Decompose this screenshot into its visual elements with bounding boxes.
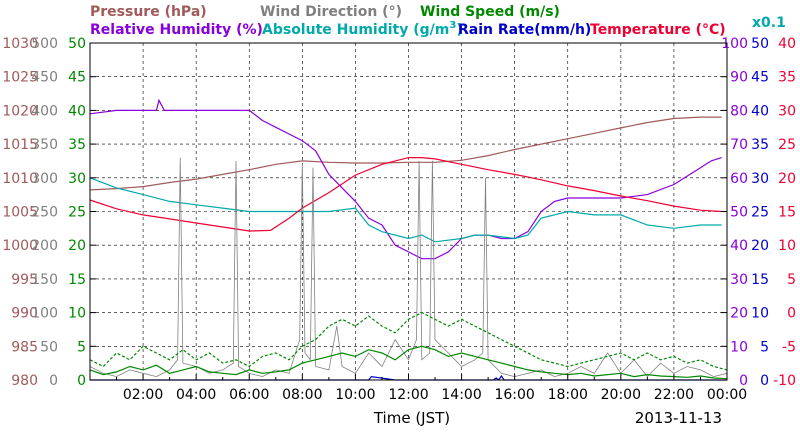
y-tick-label-pressure: 1020 <box>2 103 38 119</box>
y-tick-label-wind-direction: 450 <box>31 70 58 86</box>
y-tick-label-wind-direction: 500 <box>31 36 58 52</box>
series-wind-speed-gust-m-s <box>89 311 728 371</box>
y-tick-label-temperature: 35 <box>778 70 796 86</box>
y-tick-label-temperature: 20 <box>778 171 796 187</box>
y-tick-label-rain: 35 <box>751 137 769 153</box>
y-tick-label-wind-speed: 15 <box>68 272 86 288</box>
y-tick-label-temperature: 40 <box>778 36 796 52</box>
y-tick-label-wind-speed: 40 <box>68 103 86 119</box>
y-tick-label-temperature: 5 <box>787 272 796 288</box>
legend-entry: Wind Speed (m/s) <box>420 4 560 20</box>
y-tick-label-rain: 45 <box>751 70 769 86</box>
x-tick-label: 00:00 <box>707 387 747 403</box>
y-tick-label-humidity: 50 <box>730 205 748 221</box>
x-tick-label: 14:00 <box>441 387 481 403</box>
legend-entry: Rain Rate(mm/h) <box>458 22 591 38</box>
y-tick-label-rain: 20 <box>751 238 769 254</box>
series-temperature-c <box>89 157 722 232</box>
y-tick-label-rain: 15 <box>751 272 769 288</box>
y-tick-label-wind-speed: 5 <box>77 339 86 355</box>
y-tick-label-pressure: 1015 <box>2 137 38 153</box>
y-tick-label-humidity: 30 <box>730 272 748 288</box>
y-tick-label-rain: 40 <box>751 103 769 119</box>
series-pressure-hpa <box>89 116 722 191</box>
y-tick-label-wind-direction: 250 <box>31 205 58 221</box>
x-tick-label: 20:00 <box>601 387 641 403</box>
y-tick-label-rain: 50 <box>751 36 769 52</box>
legend-entry: Pressure (hPa) <box>90 4 207 20</box>
y-tick-label-rain: 0 <box>760 373 769 389</box>
y-tick-label-temperature: 10 <box>778 238 796 254</box>
y-tick-label-wind-direction: 300 <box>31 171 58 187</box>
x-tick-label: 06:00 <box>229 387 269 403</box>
y-tick-label-wind-speed: 30 <box>68 171 86 187</box>
legend-entry: Absolute Humidity (g/m3) <box>262 20 463 38</box>
y-tick-label-temperature: -10 <box>773 373 796 389</box>
y-tick-label-temperature: 0 <box>787 306 796 322</box>
legend: Pressure (hPa) Wind Direction (°) Wind Spe… <box>90 4 726 38</box>
y-tick-label-temperature: 25 <box>778 137 796 153</box>
y-tick-label-wind-speed: 25 <box>68 205 86 221</box>
y-tick-label-pressure: 980 <box>11 373 38 389</box>
y-tick-label-wind-speed: 0 <box>77 373 86 389</box>
y-tick-label-rain: 10 <box>751 306 769 322</box>
x-tick-label: 16:00 <box>494 387 534 403</box>
legend-entry: Wind Direction (°) <box>260 4 402 20</box>
y-tick-label-temperature: -5 <box>782 339 796 355</box>
y-tick-label-humidity: 100 <box>721 36 748 52</box>
y-tick-label-pressure: 1010 <box>2 171 38 187</box>
grid <box>90 43 727 380</box>
y-tick-label-wind-direction: 200 <box>31 238 58 254</box>
y-tick-label-humidity: 80 <box>730 103 748 119</box>
y-tick-label-humidity: 40 <box>730 238 748 254</box>
y-tick-label-rain: 5 <box>760 339 769 355</box>
y-tick-label-pressure: 1000 <box>2 238 38 254</box>
y-tick-label-pressure: 985 <box>11 339 38 355</box>
x-tick-label: 18:00 <box>548 387 588 403</box>
y-tick-label-pressure: 1030 <box>2 36 38 52</box>
y-tick-label-pressure: 1025 <box>2 70 38 86</box>
y-tick-label-wind-speed: 20 <box>68 238 86 254</box>
y-tick-label-wind-speed: 35 <box>68 137 86 153</box>
y-tick-label-wind-direction: 0 <box>49 373 58 389</box>
y-tick-label-humidity: 20 <box>730 306 748 322</box>
y-tick-label-wind-direction: 400 <box>31 103 58 119</box>
y-tick-label-wind-direction: 150 <box>31 272 58 288</box>
series-wind-direction <box>89 157 728 378</box>
x-tick-label: 02:00 <box>123 387 163 403</box>
series-wind-speed-m-s <box>89 345 728 380</box>
series-absolute-humidity-x0-1-g-m3 <box>89 177 722 243</box>
y-tick-label-humidity: 70 <box>730 137 748 153</box>
x-axis-label: Time (JST) <box>373 409 450 427</box>
y-tick-label-pressure: 1005 <box>2 205 38 221</box>
axes-layer: 02:00 04:00 06:00 08:00 10:00 12:00 14:00 16:00… <box>2 15 796 403</box>
y-tick-label-wind-speed: 45 <box>68 70 86 86</box>
y-tick-label-rain: 30 <box>751 171 769 187</box>
y-tick-label-pressure: 990 <box>11 306 38 322</box>
y-tick-label-humidity: 0 <box>739 373 748 389</box>
abs-humidity-scale: x0.1 <box>752 15 786 31</box>
y-tick-label-wind-speed: 10 <box>68 306 86 322</box>
y-tick-label-humidity: 10 <box>730 339 748 355</box>
x-tick-label: 04:00 <box>176 387 216 403</box>
y-tick-label-wind-direction: 50 <box>40 339 58 355</box>
x-tick-label: 08:00 <box>282 387 322 403</box>
legend-entry: Temperature (°C) <box>590 22 726 38</box>
x-tick-label: 12:00 <box>388 387 428 403</box>
y-tick-label-temperature: 15 <box>778 205 796 221</box>
y-tick-label-wind-speed: 50 <box>68 36 86 52</box>
y-tick-label-pressure: 995 <box>11 272 38 288</box>
y-tick-label-temperature: 30 <box>778 103 796 119</box>
series-relative-humidity <box>89 98 722 260</box>
y-tick-label-rain: 25 <box>751 205 769 221</box>
x-tick-label: 22:00 <box>654 387 694 403</box>
y-tick-label-humidity: 60 <box>730 171 748 187</box>
x-tick-label: 10:00 <box>335 387 375 403</box>
y-tick-label-humidity: 90 <box>730 70 748 86</box>
y-tick-label-wind-direction: 350 <box>31 137 58 153</box>
date-label: 2013-11-13 <box>635 409 722 427</box>
y-tick-label-wind-direction: 100 <box>31 306 58 322</box>
legend-entry: Relative Humidity (%) <box>90 22 263 38</box>
